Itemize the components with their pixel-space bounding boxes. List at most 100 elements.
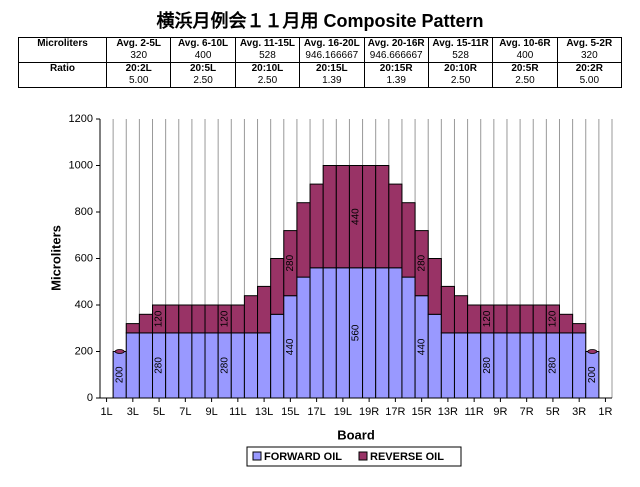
x-tick-label: 19L — [334, 406, 352, 418]
x-tick-label: 17L — [307, 406, 325, 418]
table-row: 5.00 2.50 2.50 1.39 1.39 2.50 2.50 5.00 — [18, 75, 623, 88]
bar-segment — [453, 295, 469, 334]
bar-segment — [322, 267, 337, 399]
y-tick-label: 800 — [75, 206, 93, 218]
bar-segment — [165, 304, 180, 334]
summary-table: Microliters Avg. 2-5L Avg. 6-10L Avg. 11-15… — [18, 37, 623, 88]
bar-segment — [191, 332, 206, 399]
data-label: 120 — [219, 310, 230, 327]
table-cell: 528 — [235, 50, 301, 63]
bar-segment — [572, 332, 587, 399]
data-label: 120 — [482, 310, 493, 327]
bar-segment — [440, 332, 455, 399]
x-tick-label: 5R — [546, 406, 560, 418]
x-tick-label: 17R — [385, 406, 405, 418]
bar-segment — [506, 304, 521, 334]
x-tick-label: 13R — [438, 406, 458, 418]
table-cell: 2.50 — [170, 75, 236, 88]
x-tick-label: 15L — [281, 406, 299, 418]
bar-segment — [375, 165, 390, 269]
bar-segment — [257, 285, 272, 334]
x-tick-label: 13L — [255, 406, 273, 418]
bar-segment — [243, 295, 259, 334]
bar-segment — [467, 332, 482, 399]
bar-segment — [138, 332, 154, 399]
bar-segment — [506, 332, 521, 399]
bar-segment — [138, 313, 154, 334]
y-axis-label: Microliters — [48, 225, 63, 291]
table-cell: 5.00 — [106, 75, 172, 88]
data-label: 280 — [219, 357, 230, 374]
bar-segment — [230, 304, 245, 334]
bar-segment — [558, 313, 574, 334]
bar-segment — [467, 304, 482, 334]
y-tick-label: 400 — [75, 299, 93, 311]
bar-segment — [257, 332, 272, 399]
legend-box — [246, 446, 462, 467]
data-label: 280 — [416, 254, 427, 271]
table-cell: 20:10L — [235, 62, 301, 75]
y-tick-label: 0 — [87, 392, 93, 404]
bar-segment — [230, 332, 245, 399]
x-tick-label: 9L — [205, 406, 217, 418]
bar-segment — [270, 313, 285, 399]
bar-segment — [519, 304, 534, 334]
bar-segment — [243, 332, 259, 399]
bar-segment — [427, 313, 442, 399]
table-cell: Avg. 11-15L — [235, 37, 301, 50]
x-axis-label: Board — [337, 427, 375, 442]
bar-segment — [322, 165, 337, 269]
table-cell: Avg. 20-16R — [364, 37, 429, 50]
bar-segment — [558, 332, 574, 399]
table-cell: 20:5R — [492, 62, 558, 75]
table-cell: Avg. 6-10L — [170, 37, 236, 50]
table-cell: 320 — [106, 50, 172, 63]
bar-segment — [204, 332, 219, 399]
legend-swatch — [252, 451, 262, 461]
table-row: Microliters Avg. 2-5L Avg. 6-10L Avg. 11-15… — [18, 37, 623, 50]
bar-segment — [532, 304, 547, 334]
table-cell: Avg. 15-11R — [428, 37, 494, 50]
data-label: 120 — [548, 310, 559, 327]
bar-segment — [204, 304, 219, 334]
data-label: 440 — [416, 338, 427, 355]
bar-segment — [401, 276, 416, 399]
data-label: 280 — [285, 254, 296, 271]
data-label: 280 — [154, 357, 165, 374]
x-tick-label: 15R — [412, 406, 432, 418]
table-cell: 2.50 — [428, 75, 494, 88]
bar-segment — [114, 349, 125, 354]
bar-segment — [493, 332, 508, 399]
bar-segment — [587, 349, 598, 354]
data-label: 280 — [482, 357, 493, 374]
table-cell: 20:15R — [364, 62, 429, 75]
table-cell: 20:5L — [170, 62, 236, 75]
table-cell: Microliters — [18, 37, 107, 50]
x-tick-label: 11R — [464, 406, 483, 418]
bar-segment — [296, 202, 311, 278]
table-cell: 2.50 — [492, 75, 558, 88]
bar-segment — [362, 267, 377, 399]
bar-segment — [375, 267, 390, 399]
bar-segment — [388, 183, 403, 269]
data-label: 560 — [351, 324, 362, 341]
table-cell: 946.666667 — [364, 50, 429, 63]
bar-segment — [335, 267, 350, 399]
x-tick-label: 19R — [359, 406, 379, 418]
bar-segment — [532, 332, 547, 399]
table-cell: 5.00 — [557, 75, 623, 88]
table-cell: 20:15L — [299, 62, 365, 75]
table-cell: 1.39 — [299, 75, 365, 88]
bar-segment — [335, 165, 350, 269]
table-cell — [18, 75, 107, 88]
bar-segment — [309, 183, 324, 269]
table-cell: Avg. 2-5L — [106, 37, 172, 50]
bar-segment — [191, 304, 206, 334]
x-tick-label: 5L — [153, 406, 165, 418]
bar-segment — [165, 332, 180, 399]
bar-segment — [178, 332, 193, 399]
x-tick-label: 7R — [520, 406, 534, 418]
y-tick-label: 1200 — [69, 113, 93, 125]
x-tick-label: 3L — [127, 406, 139, 418]
legend: FORWARD OIL REVERSE OIL — [246, 446, 462, 467]
